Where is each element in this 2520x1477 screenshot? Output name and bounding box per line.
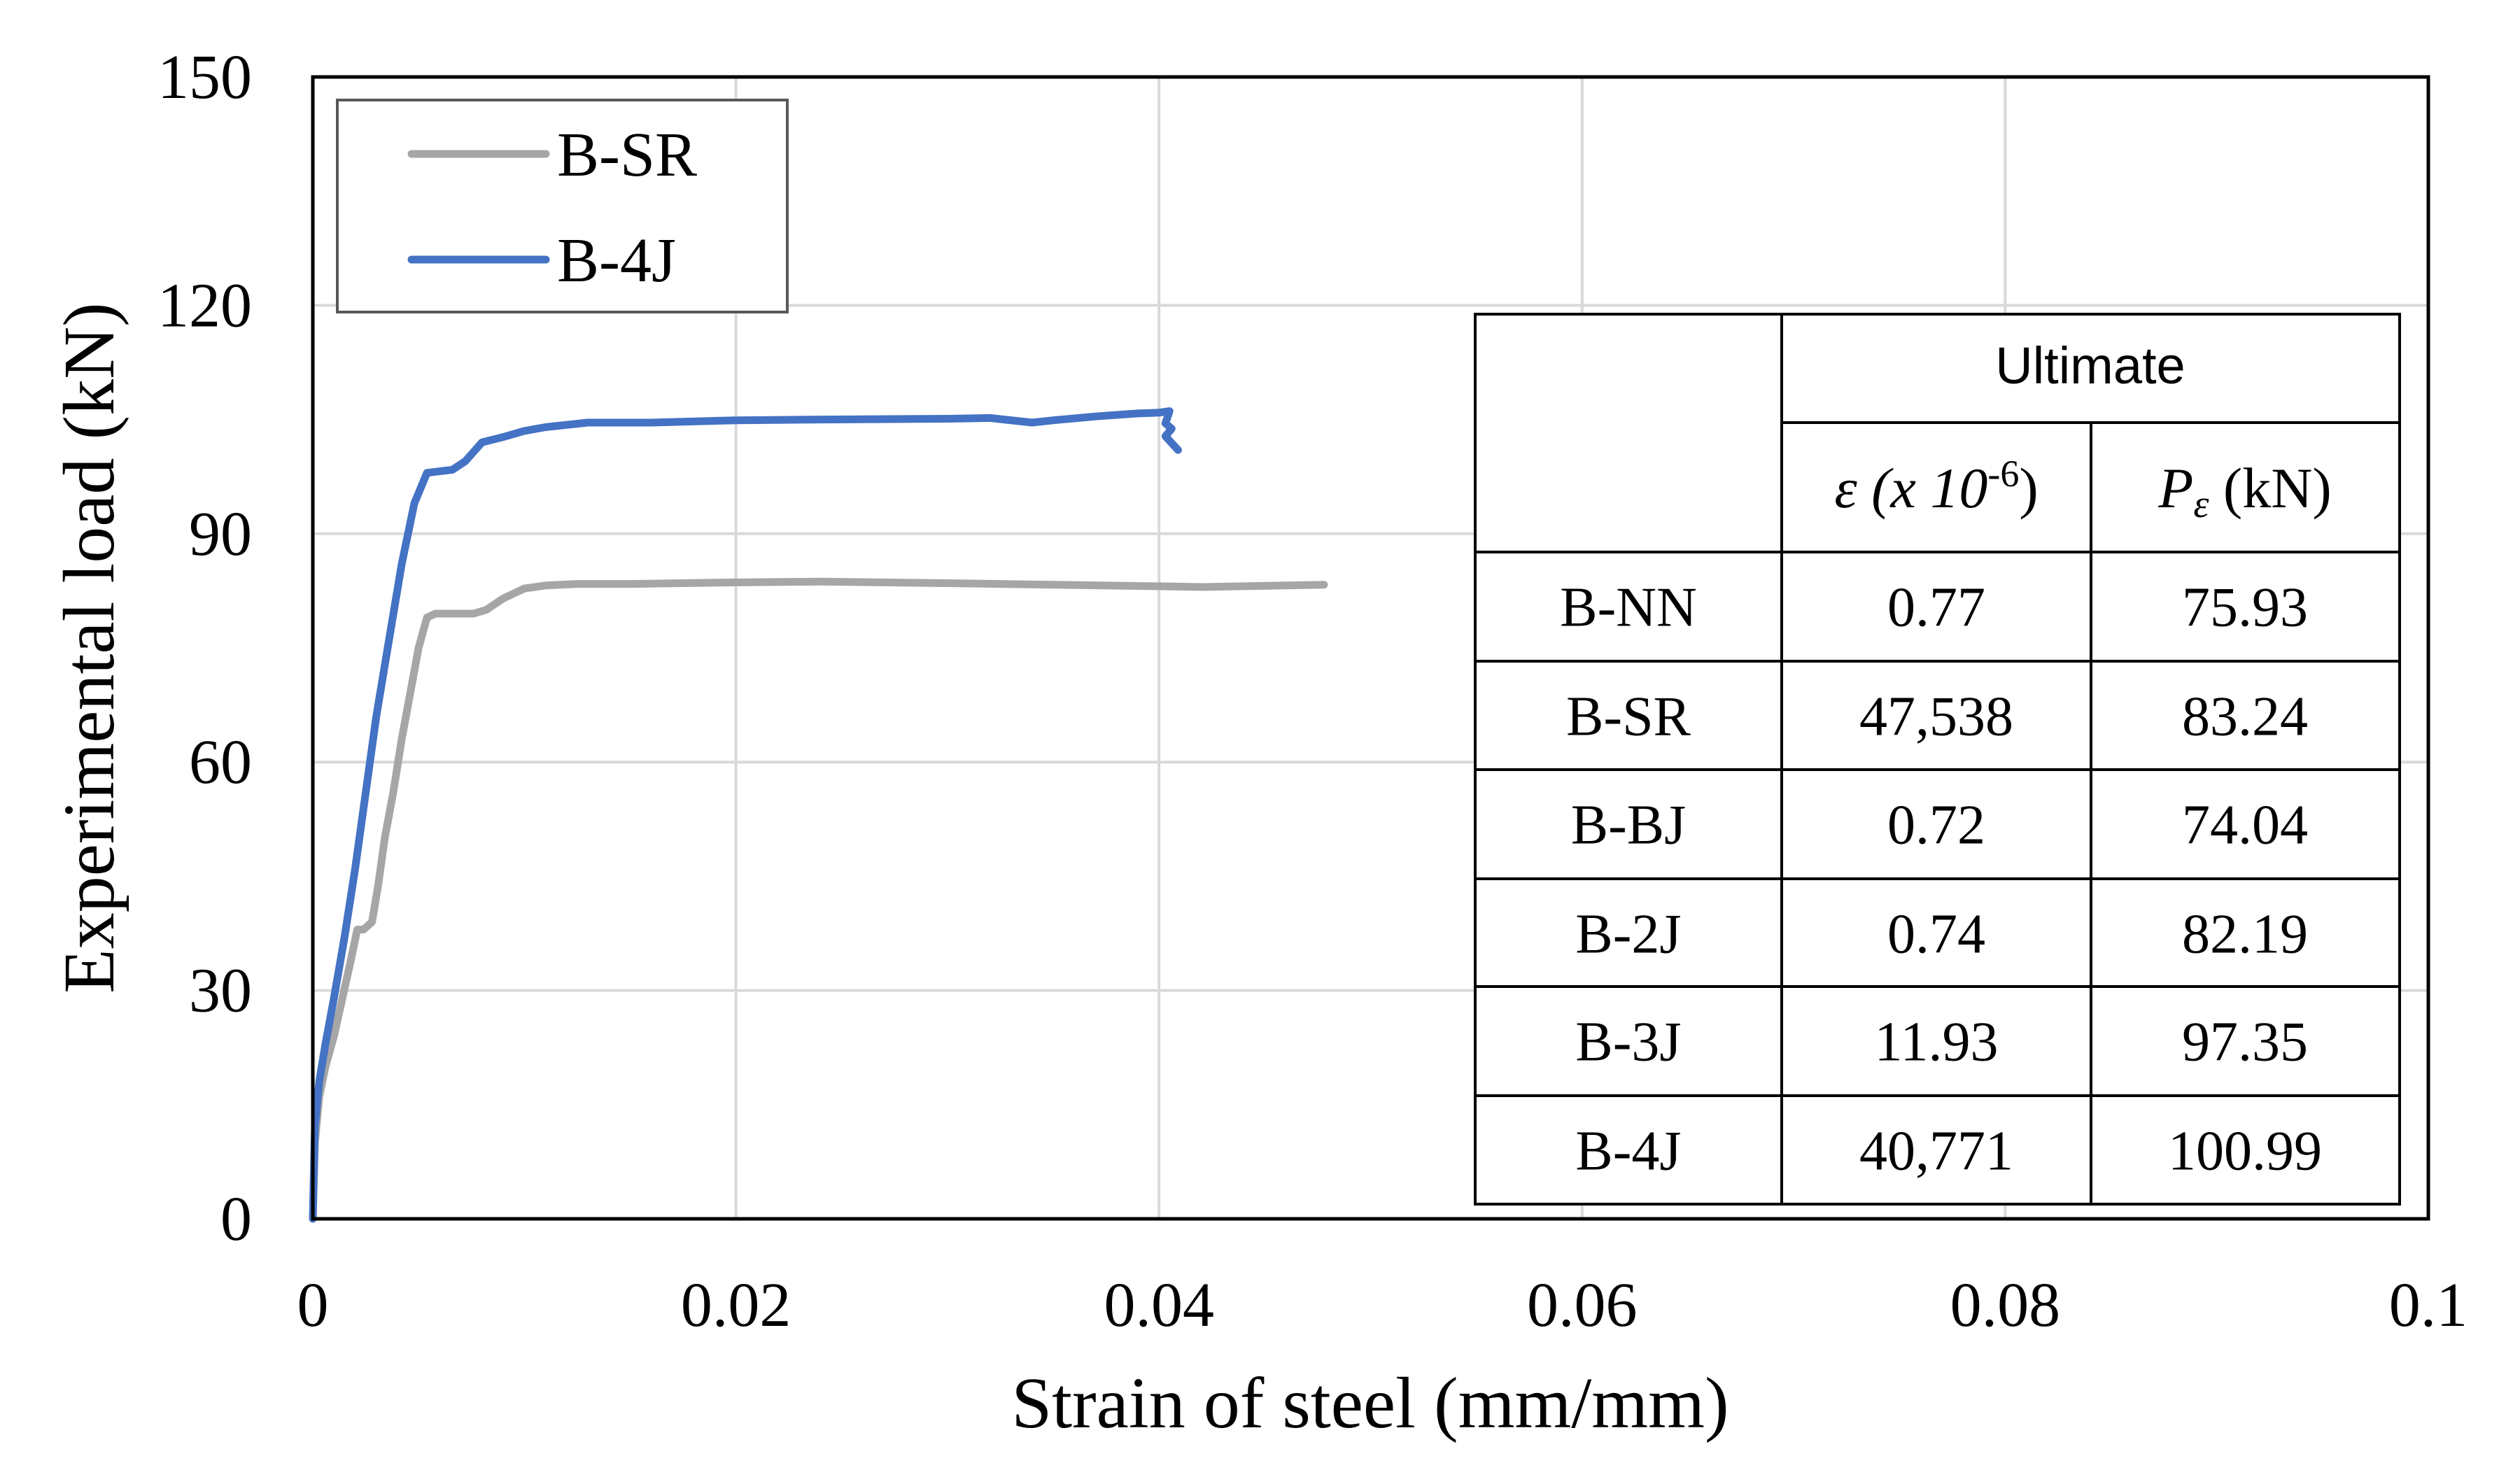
series-line-b-sr	[309, 577, 1328, 1223]
table-cell-strain: 40,771	[1859, 1121, 2013, 1182]
legend: B-SR B-4J	[336, 99, 789, 313]
table-background	[1475, 314, 2400, 1204]
table-cell-strain: 0.77	[1887, 577, 1985, 639]
table-rows: B-NN 0.77 75.93 B-SR 47,538 83.24 B-BJ 0.72 74.0…	[1560, 577, 2322, 1182]
x-tick-label: 0.04	[1104, 1271, 1214, 1340]
table-cell-load: 82.19	[2182, 904, 2308, 966]
results-table: Ultimate ε (x 10-6) Pε (kN) B-NN 0.77 75.9…	[1474, 313, 2401, 1206]
table-cell-strain: 47,538	[1859, 686, 2013, 748]
y-tick-label: 0	[220, 1185, 252, 1254]
table-header-strain: ε (x 10-6)	[1834, 453, 2038, 520]
table-row-label: B-SR	[1566, 686, 1691, 748]
x-axis-title: Strain of steel (mm/mm)	[1011, 1363, 1729, 1443]
plot-area-border	[311, 75, 2430, 1221]
y-axis-tick-labels: 0 30 60 90 120 150	[157, 43, 252, 1254]
table-cell-strain: 0.72	[1887, 795, 1985, 856]
y-axis-title: Experimental load (kN)	[49, 302, 129, 994]
table-row-label: B-4J	[1575, 1121, 1681, 1182]
x-tick-label: 0.08	[1950, 1271, 2061, 1340]
y-tick-label: 150	[157, 43, 252, 112]
y-tick-label: 120	[157, 271, 252, 340]
x-tick-label: 0	[297, 1271, 329, 1340]
series-line-b-4j	[309, 407, 1182, 1223]
table-row-label: B-2J	[1575, 904, 1681, 966]
table-cell-strain: 11.93	[1874, 1012, 1998, 1073]
x-tick-label: 0.02	[681, 1271, 791, 1340]
y-tick-label: 30	[189, 956, 252, 1026]
legend-label-b-4j: B-4J	[557, 226, 676, 295]
table-cell-load: 75.93	[2182, 577, 2308, 639]
table-header-load: Pε (kN)	[2158, 456, 2332, 526]
y-tick-label: 90	[189, 500, 252, 569]
x-axis-tick-labels: 0 0.02 0.04 0.06 0.08 0.1	[297, 1271, 2468, 1340]
table-cell-load: 74.04	[2182, 795, 2308, 856]
chart-series	[309, 407, 1328, 1223]
table-grid-lines	[1474, 313, 2401, 1206]
x-tick-label: 0.06	[1527, 1271, 1638, 1340]
table-cell-load: 100.99	[2168, 1121, 2322, 1182]
table-cell-strain: 0.74	[1887, 904, 1985, 966]
x-tick-label: 0.1	[2389, 1271, 2468, 1340]
table-row-label: B-3J	[1575, 1012, 1681, 1073]
table-row-label: B-NN	[1560, 577, 1697, 639]
table-cell-load: 83.24	[2182, 686, 2308, 748]
table-row-label: B-BJ	[1571, 795, 1687, 856]
table-cell-load: 97.35	[2182, 1012, 2308, 1073]
table-header-ultimate: Ultimate	[1995, 337, 2185, 395]
legend-box	[336, 99, 789, 313]
legend-label-b-sr: B-SR	[557, 120, 697, 190]
y-tick-label: 60	[189, 728, 252, 797]
